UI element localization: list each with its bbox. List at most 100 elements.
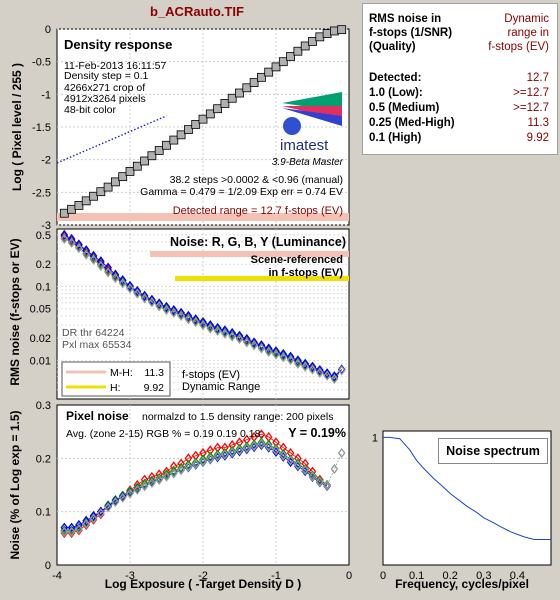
density-point [337, 25, 347, 35]
density-title: Density response [64, 37, 172, 52]
density-point [242, 83, 252, 93]
summary-row-med-high: 0.25 (Med-High) 11.3 [369, 117, 549, 131]
pixel-point-g [294, 458, 302, 469]
pixel-point-y [67, 526, 76, 538]
pixel-point-b [89, 510, 98, 522]
noise-point-y [213, 325, 222, 337]
pixel-noise-panel: Pixel noise normalzd to 1.5 density rang… [8, 400, 352, 591]
density-point [205, 109, 215, 119]
noise-ytick-label: 0.05 [30, 304, 51, 316]
pixel-point-y [75, 524, 83, 535]
pixel-point-g [199, 454, 207, 465]
noise-point-y [206, 323, 215, 334]
density-point [140, 156, 150, 166]
noise-point-b [301, 358, 310, 369]
noise-point-b [279, 348, 288, 360]
noise-point-y [235, 333, 244, 345]
pixel-xtick-label: -2 [198, 570, 208, 582]
noise-point-b [250, 337, 258, 348]
pixel-point-g [235, 443, 244, 454]
pixel-point-y [140, 480, 149, 492]
noise-point-y [294, 358, 302, 369]
density-point [220, 99, 230, 108]
noise-point-b [177, 307, 185, 318]
noise-ytick-label: 0.01 [30, 355, 51, 367]
noise-point-y [184, 314, 193, 325]
pixel-line-b [64, 444, 328, 529]
density-point [81, 196, 91, 206]
density-point [96, 187, 106, 197]
spectrum-xtick-label: 0.1 [409, 570, 424, 582]
pixel-point-y [96, 508, 105, 519]
density-stats-2: Gamma = 0.479 = 1/2.09 Exp err = 0.74 EV [140, 186, 343, 198]
density-info-1: 11-Feb-2013 16:11:57 [64, 60, 167, 72]
noise-point-b [191, 314, 200, 325]
density-ylabel: Log ( Pixel level / 255 ) [10, 63, 24, 191]
density-series [56, 25, 347, 218]
noise-point-y [155, 301, 164, 312]
noise-point-b [294, 355, 302, 366]
pixel-point-g [264, 439, 273, 450]
pixel-point-y [323, 480, 331, 491]
spectrum-xticks: 0 0.1 0.2 0.3 0.4 [380, 570, 525, 582]
noise-point-b [126, 280, 134, 291]
pixel-point-y [206, 453, 215, 464]
density-point [235, 88, 244, 98]
noise-point-y [75, 243, 83, 254]
noise-ytick-label: 0.2 [36, 259, 51, 271]
pixel-point-g [126, 486, 134, 497]
summary-header-left: RMS noise in f-stops (1/SNR) (Quality) [369, 12, 452, 54]
noise-point-y [67, 237, 76, 248]
summary-row-value: >=12.7 [513, 102, 549, 114]
density-point [315, 32, 325, 42]
pixel-point-g [221, 447, 229, 459]
pixel-point-y [177, 464, 185, 476]
pixel-subtitle: normalzd to 1.5 density range: 200 pixel… [142, 411, 333, 423]
density-point [125, 167, 135, 176]
spectrum-xlabel: Frequency, cycles/pixel [395, 577, 529, 591]
spectrum-xtick-label: 0.2 [443, 570, 458, 582]
density-ytick-label: -1.5 [32, 122, 51, 134]
pixel-series [60, 429, 346, 539]
summary-panel: RMS noise in f-stops (1/SNR) (Quality) D… [362, 3, 558, 155]
pixel-point-y [257, 438, 266, 450]
summary-header-right-3: f-stops (EV) [488, 41, 549, 53]
density-ytick-label: -1 [41, 89, 51, 101]
noise-point-b [272, 346, 280, 357]
density-yticks: 0 -0.5 -1 -1.5 -2 -2.5 -3 [32, 24, 51, 232]
pixel-grid [57, 405, 349, 565]
pixel-point-y [242, 443, 251, 454]
pixel-xtick-label: -3 [125, 570, 135, 582]
summary-row-label: 0.1 (High) [369, 132, 422, 144]
density-point [103, 182, 113, 192]
spectrum-title: Noise spectrum [438, 438, 548, 464]
noise-point-y [221, 328, 229, 339]
noise-point-b [315, 364, 324, 376]
noise-point-r [111, 270, 120, 281]
noise-point-b [308, 361, 317, 372]
noise-point-b [235, 330, 244, 341]
noise-yticks: 0.5 0.2 0.1 0.05 0.02 0.01 [30, 230, 51, 368]
noise-point-b [140, 290, 149, 301]
pixel-point-y [191, 459, 200, 470]
noise-point-y [250, 340, 258, 351]
density-point [329, 26, 339, 36]
summary-row-high: 0.1 (High) 9.92 [369, 132, 549, 146]
pixel-point-y [337, 447, 346, 459]
noise-point-b [104, 262, 112, 273]
density-info-3: 4912x3264 pixels [64, 93, 146, 105]
pxl-max-text: Pxl max 65534 [62, 339, 132, 351]
pixel-point-y [199, 456, 207, 467]
pixel-point-g [162, 469, 171, 480]
summary-row-low: 1.0 (Low): >=12.7 [369, 87, 549, 101]
pixel-xtick-label: -4 [52, 570, 62, 582]
noise-mh-band [150, 251, 349, 257]
pixel-point-y [133, 484, 142, 495]
density-point [256, 72, 266, 82]
density-ytick-label: 0 [45, 24, 51, 36]
density-point [118, 172, 128, 182]
pixel-point-g [272, 443, 280, 454]
noise-point-r [206, 321, 215, 332]
pixel-point-g [279, 448, 288, 460]
summary-row-value: 12.7 [526, 72, 549, 84]
